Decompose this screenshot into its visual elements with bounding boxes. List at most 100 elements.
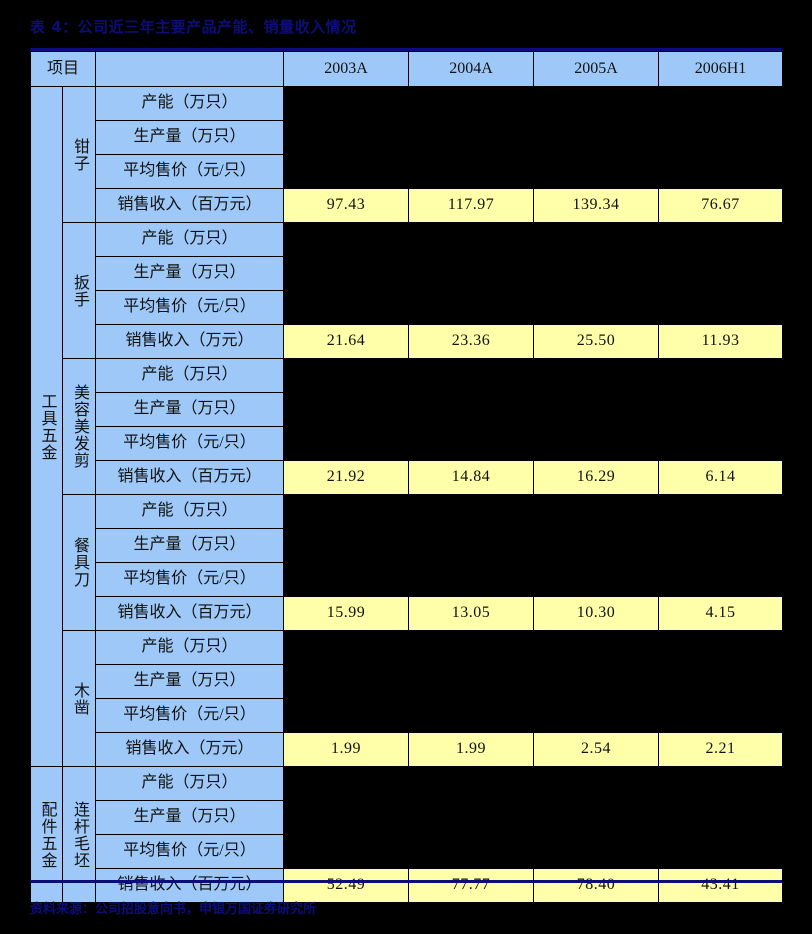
revenue-value-cell: 76.67 (658, 188, 784, 223)
value-cell (283, 494, 410, 529)
value-cell (408, 392, 535, 427)
metric-label: 销售收入（百万元） (95, 596, 285, 631)
value-cell (408, 222, 535, 257)
metric-label: 产能（万只） (95, 86, 285, 121)
value-cell (283, 664, 410, 699)
table-header-row: 项目 2003A 2004A 2005A 2006H1 (29, 51, 784, 87)
table-row: 生产量（万只） (31, 800, 784, 835)
value-cell (283, 120, 410, 155)
value-cell (408, 290, 535, 325)
table-row: 平均售价（元/只） (31, 562, 784, 597)
product-label-扳手: 扳手 (61, 222, 97, 359)
header-year-2005A: 2005A (533, 51, 660, 87)
revenue-value-cell: 52.49 (283, 868, 410, 903)
value-cell (533, 426, 660, 461)
product-label-text: 餐具刀 (71, 537, 88, 588)
value-cell (658, 800, 784, 835)
metric-label: 产能（万只） (95, 766, 285, 801)
value-cell (658, 120, 784, 155)
product-label-text: 钳子 (71, 137, 88, 172)
value-cell (658, 222, 784, 257)
value-cell (658, 766, 784, 801)
value-cell (533, 664, 660, 699)
table-row: 销售收入（百万元） 97.43 117.97 139.34 76.67 (31, 188, 784, 223)
value-cell (283, 392, 410, 427)
table-row: 生产量（万只） (31, 528, 784, 563)
table-row: 平均售价（元/只） (31, 698, 784, 733)
value-cell (283, 766, 410, 801)
product-label-text: 扳手 (71, 273, 88, 308)
metric-label: 生产量（万只） (95, 528, 285, 563)
value-cell (533, 222, 660, 257)
revenue-value-cell: 16.29 (533, 460, 660, 495)
product-capacity-revenue-table: 项目 2003A 2004A 2005A 2006H1 工具五金 钳子 产能（万只） 生产量（万… (29, 51, 784, 903)
value-cell (283, 358, 410, 393)
value-cell (408, 86, 535, 121)
category-label-text: 配件五金 (38, 800, 56, 869)
metric-label: 生产量（万只） (95, 664, 285, 699)
table-row: 平均售价（元/只） (31, 426, 784, 461)
metric-label: 平均售价（元/只） (95, 154, 285, 189)
metric-label: 产能（万只） (95, 630, 285, 665)
table-row: 销售收入（万元） 1.99 1.99 2.54 2.21 (31, 732, 784, 767)
value-cell (283, 222, 410, 257)
product-label-木凿: 木凿 (61, 630, 97, 767)
revenue-value-cell: 2.54 (533, 732, 660, 767)
value-cell (658, 358, 784, 393)
table-top-rule (30, 48, 782, 51)
product-label-钳子: 钳子 (61, 86, 97, 223)
value-cell (533, 834, 660, 869)
value-cell (533, 698, 660, 733)
revenue-value-cell: 21.64 (283, 324, 410, 359)
revenue-value-cell: 117.97 (408, 188, 535, 223)
metric-label: 产能（万只） (95, 222, 285, 257)
revenue-value-cell: 1.99 (283, 732, 410, 767)
value-cell (658, 256, 784, 291)
value-cell (658, 154, 784, 189)
category-label-工具五金: 工具五金 (30, 86, 63, 767)
value-cell (658, 698, 784, 733)
metric-label: 平均售价（元/只） (95, 562, 285, 597)
value-cell (408, 358, 535, 393)
revenue-value-cell: 97.43 (283, 188, 410, 223)
value-cell (283, 426, 410, 461)
revenue-value-cell: 4.15 (658, 596, 784, 631)
header-metric-spacer (95, 51, 285, 87)
value-cell (283, 86, 410, 121)
value-cell (408, 800, 535, 835)
revenue-value-cell: 25.50 (533, 324, 660, 359)
product-label-美容美发剪: 美容美发剪 (61, 358, 97, 495)
value-cell (533, 800, 660, 835)
value-cell (533, 766, 660, 801)
value-cell (283, 630, 410, 665)
table-row: 销售收入（百万元） 21.92 14.84 16.29 6.14 (31, 460, 784, 495)
value-cell (408, 494, 535, 529)
metric-label: 销售收入（万元） (95, 732, 285, 767)
value-cell (658, 562, 784, 597)
value-cell (533, 494, 660, 529)
product-label-text: 木凿 (71, 681, 88, 716)
value-cell (533, 528, 660, 563)
value-cell (408, 698, 535, 733)
revenue-value-cell: 15.99 (283, 596, 410, 631)
revenue-value-cell: 2.21 (658, 732, 784, 767)
value-cell (283, 528, 410, 563)
revenue-value-cell: 6.14 (658, 460, 784, 495)
table-row: 销售收入（万元） 21.64 23.36 25.50 11.93 (31, 324, 784, 359)
table-row: 生产量（万只） (31, 392, 784, 427)
revenue-value-cell: 10.30 (533, 596, 660, 631)
revenue-value-cell: 14.84 (408, 460, 535, 495)
value-cell (408, 426, 535, 461)
value-cell (533, 358, 660, 393)
metric-label: 销售收入（万元） (95, 324, 285, 359)
value-cell (533, 256, 660, 291)
category-label-text: 工具五金 (38, 392, 56, 461)
product-label-text: 连杆毛坯 (71, 800, 88, 869)
table-bottom-rule (30, 880, 782, 883)
table-row: 美容美发剪 产能（万只） (31, 358, 784, 495)
metric-label: 产能（万只） (95, 494, 285, 529)
metric-label: 生产量（万只） (95, 392, 285, 427)
table-row: 生产量（万只） (31, 120, 784, 155)
table-row: 平均售价（元/只） (31, 834, 784, 869)
value-cell (658, 528, 784, 563)
